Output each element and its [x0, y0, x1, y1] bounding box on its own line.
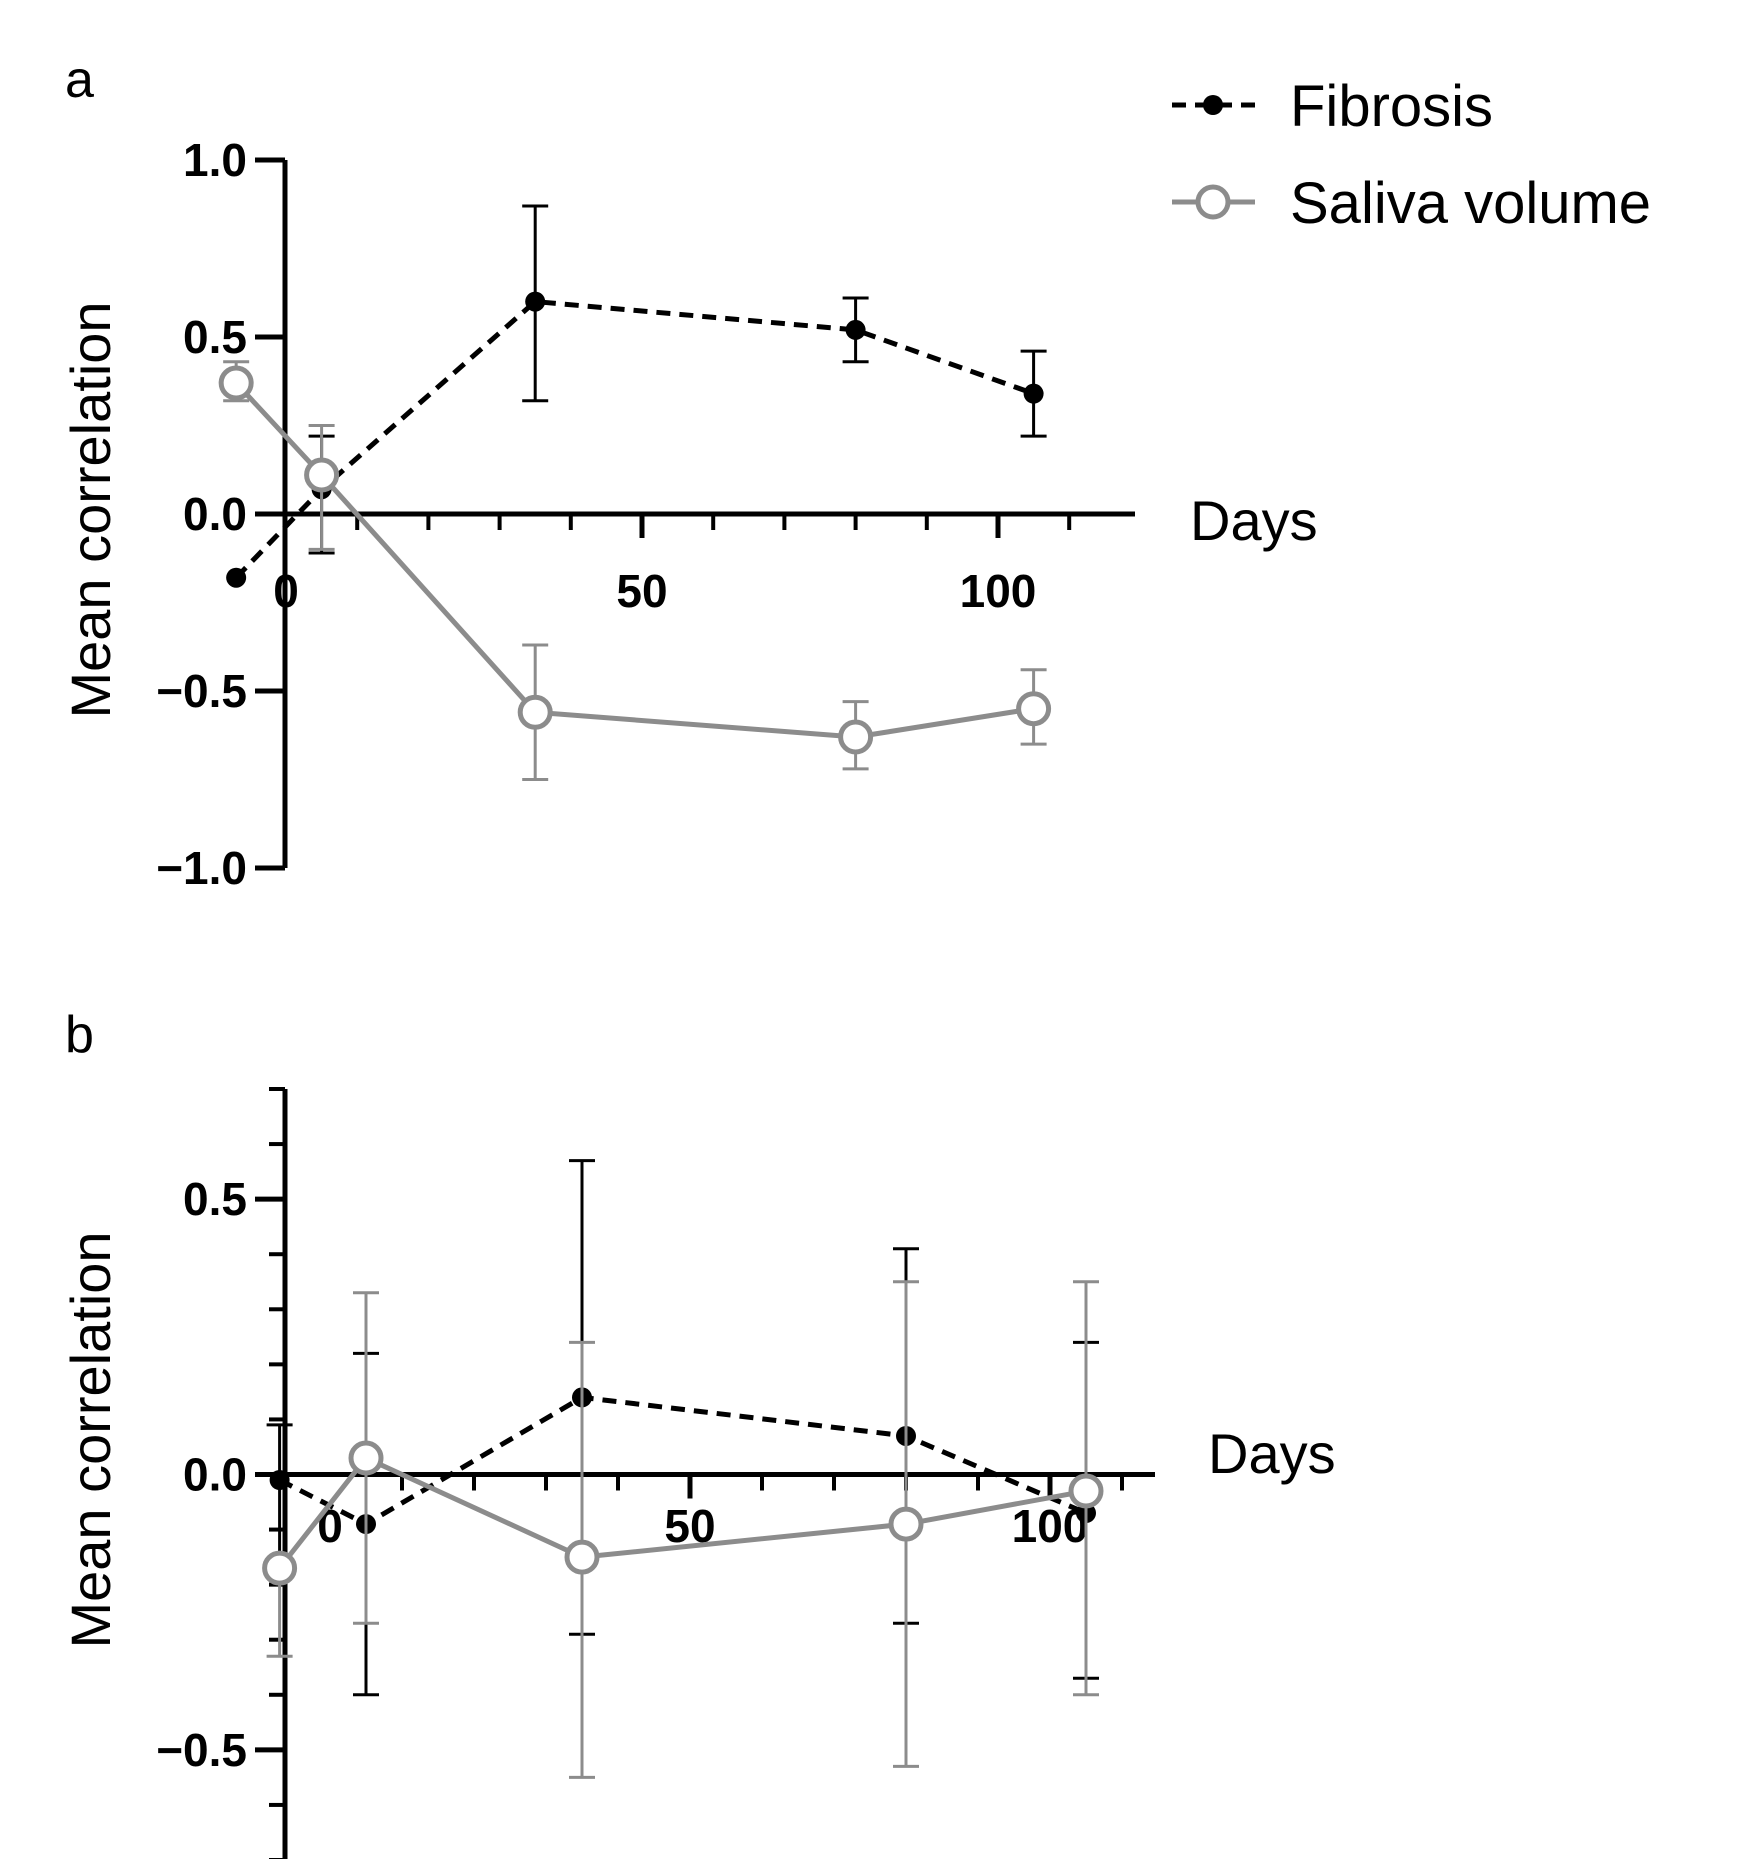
panel-a-point-fibrosis [1023, 383, 1044, 404]
panel-a-line-fibrosis [234, 299, 1035, 580]
panel-b-axes: −0.50.00.50 50 100 [156, 1087, 1155, 1859]
panel-a-y-tick-label: 0.0 [183, 488, 247, 540]
panel-a-line-saliva-volume [234, 381, 1034, 740]
panel-b: b −0.50.00.50 50 100 Days Mean correlation [59, 1006, 1336, 1859]
panel-a-x-axis-label: Days [1190, 489, 1318, 552]
panel-b-x-tick-label: 0 [317, 1500, 343, 1552]
legend-label-fibrosis: Fibrosis [1290, 74, 1493, 139]
panel-b-x-axis-label: Days [1208, 1422, 1336, 1485]
panel-a-point-fibrosis [226, 567, 247, 588]
panel-label-a: a [65, 51, 94, 109]
legend-saliva-marker [1195, 184, 1231, 220]
legend-entry-saliva-volume: Saliva volume [1172, 171, 1651, 236]
panel-b-y-tick-label: 0.5 [183, 1173, 247, 1225]
panel-a-x-tick-label: 0 [273, 565, 299, 617]
panel-a-point-fibrosis [845, 319, 866, 340]
legend-fibrosis-marker [1203, 95, 1223, 115]
panel-b-series-fibrosis [266, 1159, 1099, 1697]
panel-a-point-fibrosis [525, 291, 546, 312]
panel-b-y-axis-label: Mean correlation [59, 1231, 122, 1648]
panel-a-y-tick-label: 1.0 [183, 134, 247, 186]
panel-a-x-tick-label: 100 [960, 565, 1037, 617]
panel-a-point-saliva-volume [1016, 691, 1052, 727]
panel-a-point-saliva-volume [838, 719, 874, 755]
panel-b-point-saliva-volume [1068, 1473, 1104, 1509]
panel-b-point-fibrosis [269, 1470, 290, 1491]
panel-a-y-tick-label: −0.5 [156, 665, 247, 717]
panel-b-point-saliva-volume [564, 1539, 600, 1575]
panel-a-y-axis-label: Mean correlation [59, 301, 122, 718]
panel-b-y-tick-label: −0.5 [156, 1724, 247, 1776]
panel-b-series [262, 1159, 1104, 1779]
panel-a-x-tick-label: 50 [616, 565, 667, 617]
panel-a: a −1.0 −0.5 0.0 0.5 1.0 0 50 100 Days Mean corr… [59, 51, 1318, 894]
panel-b-y-tick-label: 0.0 [183, 1449, 247, 1501]
panel-a-series-saliva-volume [218, 360, 1052, 781]
panel-a-point-saliva-volume [304, 457, 340, 493]
panel-a-point-saliva-volume [517, 694, 553, 730]
panel-label-b: b [65, 1006, 94, 1064]
panel-a-axes: −1.0 −0.5 0.0 0.5 1.0 0 50 100 [156, 134, 1135, 894]
panel-a-point-saliva-volume [218, 365, 254, 401]
panel-b-point-saliva-volume [348, 1440, 384, 1476]
panel-b-point-saliva-volume [262, 1550, 298, 1586]
legend: Fibrosis Saliva volume [1172, 74, 1651, 236]
panel-a-y-tick-label: −1.0 [156, 842, 247, 894]
panel-a-series [218, 204, 1052, 781]
legend-label-saliva-volume: Saliva volume [1290, 171, 1651, 236]
panel-a-series-fibrosis [226, 204, 1047, 588]
legend-entry-fibrosis: Fibrosis [1172, 74, 1493, 139]
panel-a-y-tick-label: 0.5 [183, 311, 247, 363]
panel-b-point-saliva-volume [888, 1506, 924, 1542]
panel-b-series-saliva-volume [262, 1280, 1104, 1779]
